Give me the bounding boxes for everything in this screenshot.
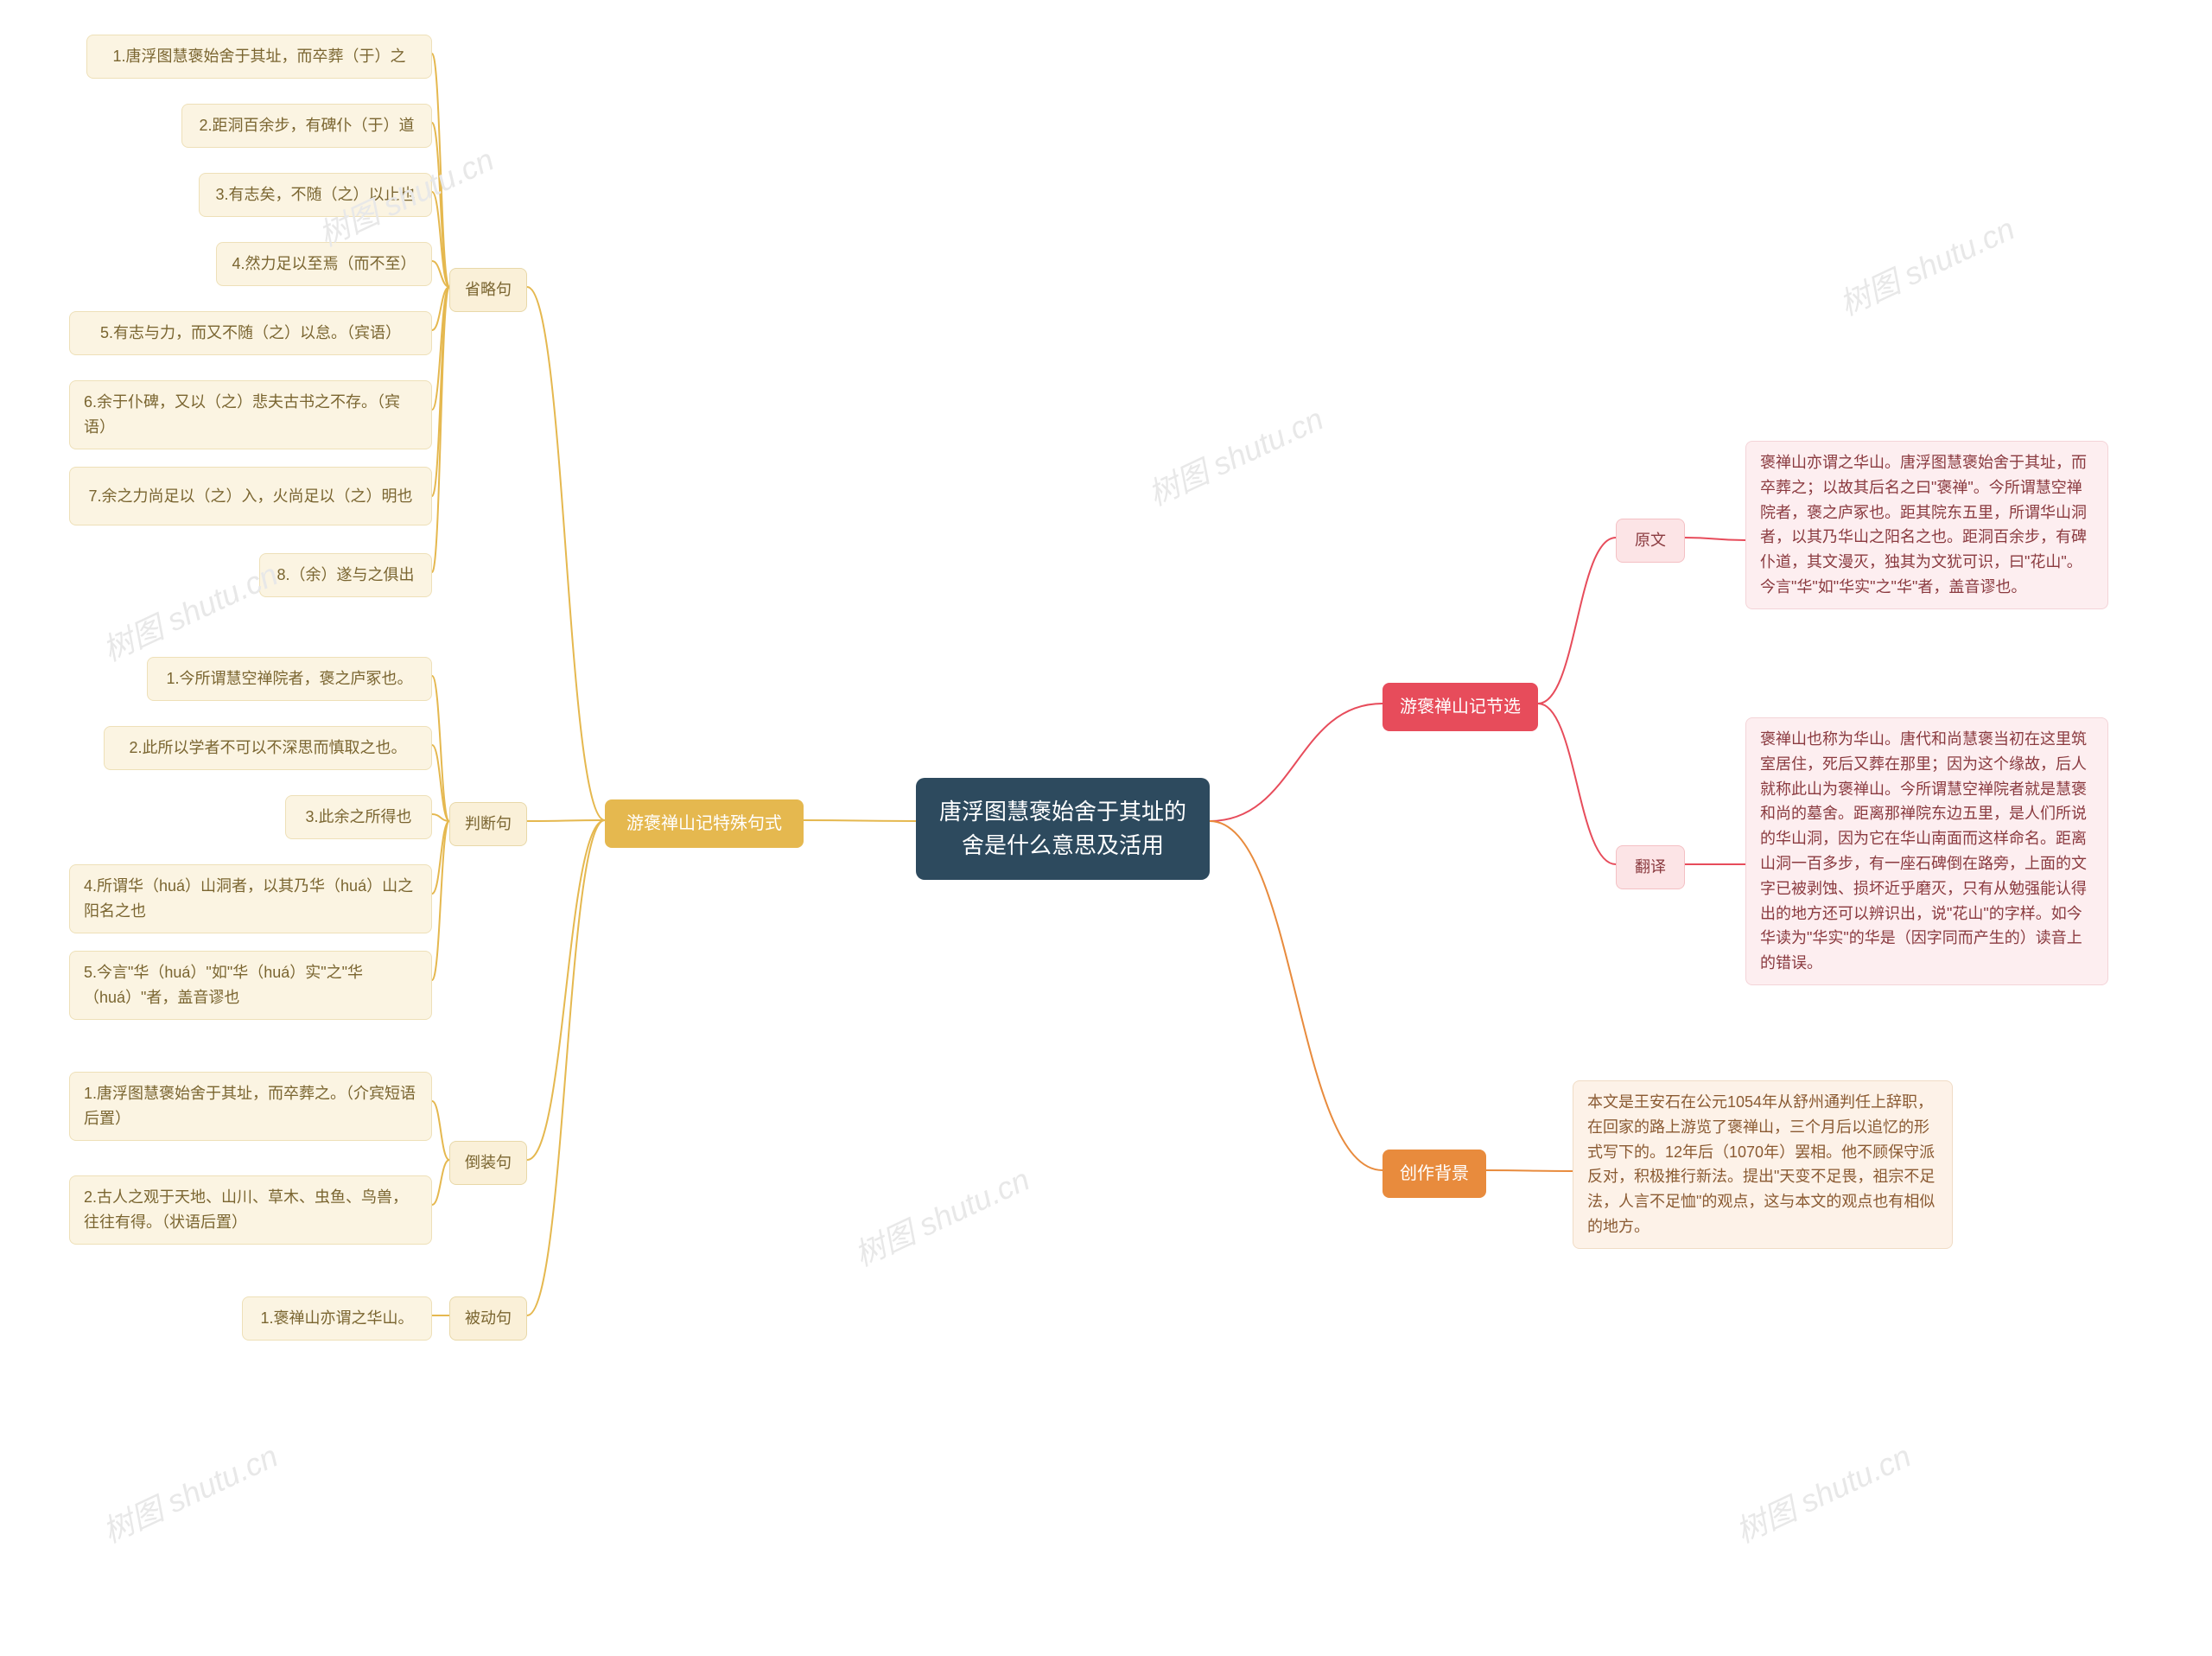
node-background: 创作背景 bbox=[1382, 1150, 1486, 1198]
leaf-item: 5.今言"华（huá）"如"华（huá）实"之"华（huá）"者，盖音谬也 bbox=[69, 951, 432, 1020]
watermark: 树图 shutu.cn bbox=[94, 1431, 284, 1551]
node-trans-text: 褒禅山也称为华山。唐代和尚慧褒当初在这里筑室居住，死后又葬在那里；因为这个缘故，… bbox=[1745, 717, 2108, 985]
node-orig-label: 原文 bbox=[1616, 519, 1685, 563]
node-passive: 被动句 bbox=[449, 1296, 527, 1341]
leaf-item: 2.古人之观于天地、山川、草木、虫鱼、鸟兽，往往有得。（状语后置） bbox=[69, 1175, 432, 1245]
node-background-text: 本文是王安石在公元1054年从舒州通判任上辞职，在回家的路上游览了褒禅山，三个月… bbox=[1573, 1080, 1953, 1249]
leaf-item: 3.此余之所得也 bbox=[285, 795, 432, 839]
leaf-item: 4.然力足以至焉（而不至） bbox=[216, 242, 432, 286]
node-judge: 判断句 bbox=[449, 802, 527, 846]
leaf-item: 1.褒禅山亦谓之华山。 bbox=[242, 1296, 432, 1341]
node-inv: 倒装句 bbox=[449, 1141, 527, 1185]
watermark: 树图 shutu.cn bbox=[1140, 394, 1330, 514]
leaf-item: 1.唐浮图慧褒始舍于其址，而卒葬（于）之 bbox=[86, 35, 432, 79]
leaf-item: 2.此所以学者不可以不深思而慎取之也。 bbox=[104, 726, 432, 770]
leaf-item: 1.唐浮图慧褒始舍于其址，而卒葬之。（介宾短语后置） bbox=[69, 1072, 432, 1141]
leaf-item: 2.距洞百余步，有碑仆（于）道 bbox=[181, 104, 432, 148]
watermark: 树图 shutu.cn bbox=[1831, 204, 2021, 324]
watermark: 树图 shutu.cn bbox=[846, 1155, 1036, 1275]
leaf-item: 6.余于仆碑，又以（之）悲夫古书之不存。（宾语） bbox=[69, 380, 432, 449]
leaf-item: 3.有志矣，不随（之）以止也 bbox=[199, 173, 432, 217]
center-node: 唐浮图慧褒始舍于其址的 舍是什么意思及活用 bbox=[916, 778, 1210, 880]
node-excerpt: 游褒禅山记节选 bbox=[1382, 683, 1538, 731]
node-trans-label: 翻译 bbox=[1616, 845, 1685, 889]
leaf-item: 5.有志与力，而又不随（之）以怠。（宾语） bbox=[69, 311, 432, 355]
leaf-item: 7.余之力尚足以（之）入，火尚足以（之）明也 bbox=[69, 467, 432, 525]
node-syntax: 游褒禅山记特殊句式 bbox=[605, 799, 804, 848]
node-ellipsis: 省略句 bbox=[449, 268, 527, 312]
leaf-item: 4.所谓华（huá）山洞者，以其乃华（huá）山之阳名之也 bbox=[69, 864, 432, 933]
watermark: 树图 shutu.cn bbox=[94, 550, 284, 670]
leaf-item: 1.今所谓慧空禅院者，褒之庐冢也。 bbox=[147, 657, 432, 701]
node-orig-text: 褒禅山亦谓之华山。唐浮图慧褒始舍于其址，而卒葬之；以故其后名之曰"褒禅"。今所谓… bbox=[1745, 441, 2108, 609]
leaf-item: 8.（余）遂与之俱出 bbox=[259, 553, 432, 597]
watermark: 树图 shutu.cn bbox=[1727, 1431, 1917, 1551]
